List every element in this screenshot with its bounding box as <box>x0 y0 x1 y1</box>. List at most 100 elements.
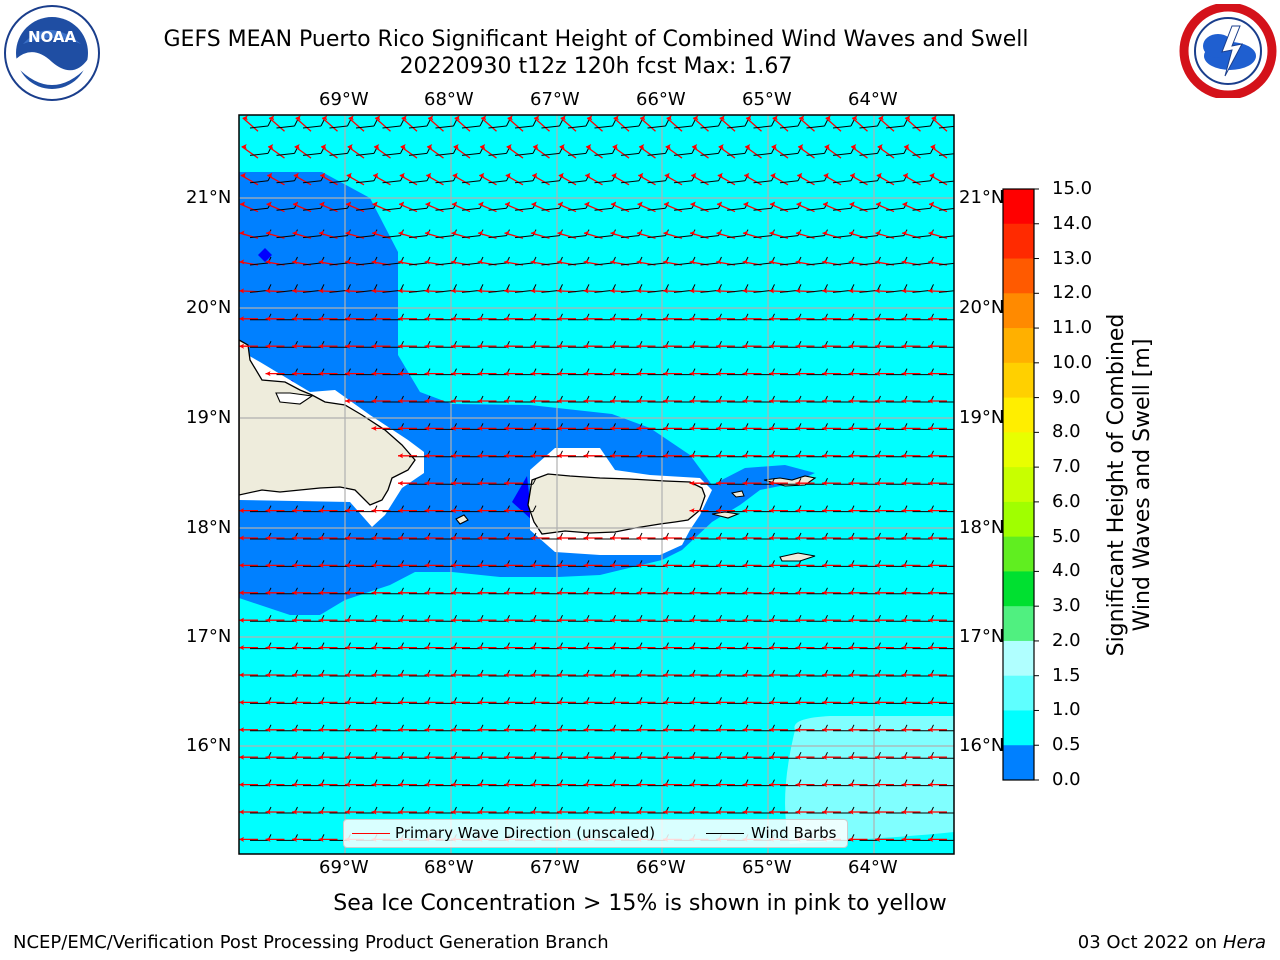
wave-direction-arrowhead <box>371 425 377 431</box>
wave-direction-arrowhead <box>584 201 590 207</box>
wave-direction-arrowhead <box>478 230 484 236</box>
wave-direction-arrowhead <box>928 316 933 322</box>
wind-barb-flag <box>320 284 325 291</box>
wave-direction-arrowhead <box>928 230 934 236</box>
wave-direction-arrowhead <box>292 617 297 623</box>
wave-direction-arrowhead <box>742 617 748 623</box>
wind-barb-shaft <box>249 207 269 211</box>
wave-direction-arrowhead <box>690 201 696 207</box>
wave-direction-arrowhead <box>373 172 379 178</box>
wind-barb-flag <box>691 284 696 291</box>
wind-barb-flag <box>453 284 457 291</box>
wave-direction-arrowhead <box>901 754 907 760</box>
wave-direction-arrowhead <box>318 672 324 678</box>
wave-direction-arrowhead <box>293 172 299 178</box>
wave-direction-arrowhead <box>583 645 589 651</box>
wind-barb-shaft <box>435 262 454 266</box>
wave-direction-arrowhead <box>453 143 459 149</box>
wave-direction-arrowhead <box>742 316 748 322</box>
wave-direction-arrow <box>903 145 921 159</box>
wave-direction-arrowhead <box>557 782 562 788</box>
wave-direction-arrowhead <box>663 535 668 541</box>
wind-barb-shaft <box>753 152 772 156</box>
wave-direction-arrowhead <box>451 672 456 678</box>
wave-direction-arrowhead <box>477 371 483 377</box>
colorbar-block <box>1003 501 1034 538</box>
wave-direction-arrowhead <box>742 343 748 349</box>
wave-direction-arrowhead <box>398 672 403 678</box>
wave-direction-arrow <box>560 117 577 132</box>
wave-direction-arrowhead <box>689 453 695 459</box>
wave-direction-arrowhead <box>928 645 933 651</box>
wave-direction-arrowhead <box>848 562 854 568</box>
wave-direction-arrow <box>294 145 312 159</box>
wave-direction-arrowhead <box>398 727 403 733</box>
wave-direction-arrowhead <box>745 143 751 149</box>
wave-direction-arrowhead <box>345 754 350 760</box>
wave-direction-arrowhead <box>743 230 749 236</box>
wave-direction-arrowhead <box>398 230 404 236</box>
lat-label-left-17n: 17°N <box>186 626 232 647</box>
lat-label-left-18n: 18°N <box>186 517 232 538</box>
wind-barb-shaft <box>514 289 534 293</box>
wind-barb-shaft <box>938 125 954 129</box>
wave-direction-arrowhead <box>345 230 351 236</box>
wind-barb-shaft <box>673 262 693 266</box>
wave-direction-arrowhead <box>689 259 695 265</box>
wave-direction-arrowhead <box>663 562 668 568</box>
wave-direction-arrowhead <box>504 782 509 788</box>
wave-direction-arrowhead <box>371 699 377 705</box>
wind-barb-flag <box>638 284 643 291</box>
wave-direction-arrowhead <box>504 754 509 760</box>
wave-direction-arrowhead <box>823 201 829 207</box>
wave-direction-arrowhead <box>265 699 271 705</box>
wave-direction-arrowhead <box>875 645 880 651</box>
wave-direction-arrowhead <box>928 562 933 568</box>
wind-barb-shaft <box>488 235 507 239</box>
wave-direction-arrow <box>478 174 497 186</box>
wave-direction-arrow <box>426 145 444 159</box>
wave-direction-arrowhead <box>716 809 721 815</box>
wave-direction-arrowhead <box>850 172 856 178</box>
wave-direction-arrowhead <box>848 590 854 596</box>
wave-direction-arrowhead <box>772 115 778 121</box>
wave-direction-arrowhead <box>875 398 880 404</box>
wave-direction-arrowhead <box>345 782 350 788</box>
wave-direction-arrowhead <box>583 809 589 815</box>
wind-barb-shaft <box>647 152 666 156</box>
wave-direction-arrowhead <box>610 535 615 541</box>
wave-direction-arrowhead <box>292 371 297 377</box>
wave-direction-arrowhead <box>292 562 297 568</box>
wind-barb-shaft <box>514 152 534 156</box>
wind-barb-shaft <box>673 289 693 293</box>
wave-direction-arrowhead <box>398 453 403 459</box>
wave-direction-arrowhead <box>769 230 775 236</box>
wave-direction-arrowhead <box>901 809 907 815</box>
wave-direction-arrowhead <box>398 590 403 596</box>
wind-barb-shaft <box>435 125 454 129</box>
wave-direction-arrowhead <box>318 617 324 623</box>
wave-direction-arrowhead <box>242 115 248 121</box>
wind-barb-shaft <box>329 180 348 184</box>
wave-direction-arrowhead <box>400 143 406 149</box>
wave-direction-arrowhead <box>666 115 672 121</box>
wave-direction-arrowhead <box>374 143 380 149</box>
wind-barb-flag <box>957 230 960 236</box>
wind-barb-shaft <box>620 207 640 211</box>
wave-direction-arrowhead <box>636 645 642 651</box>
wave-direction-arrowhead <box>663 398 668 404</box>
wind-barb-flag <box>267 284 272 291</box>
wave-direction-arrowhead <box>901 453 907 459</box>
wave-direction-arrowhead <box>477 727 483 733</box>
wave-direction-arrowhead <box>928 259 934 265</box>
wind-barb-shaft <box>541 262 560 266</box>
wave-direction-arrowhead <box>318 508 324 514</box>
wind-barb-shaft <box>435 235 454 239</box>
wind-barb-shaft <box>249 262 269 266</box>
wave-direction-arrowhead <box>292 508 297 514</box>
wave-direction-arrowhead <box>636 672 642 678</box>
wave-direction-arrowhead <box>769 699 774 705</box>
wave-direction-arrowhead <box>639 143 645 149</box>
wind-barb-flag <box>957 369 960 375</box>
wave-direction-arrowhead <box>424 425 430 431</box>
